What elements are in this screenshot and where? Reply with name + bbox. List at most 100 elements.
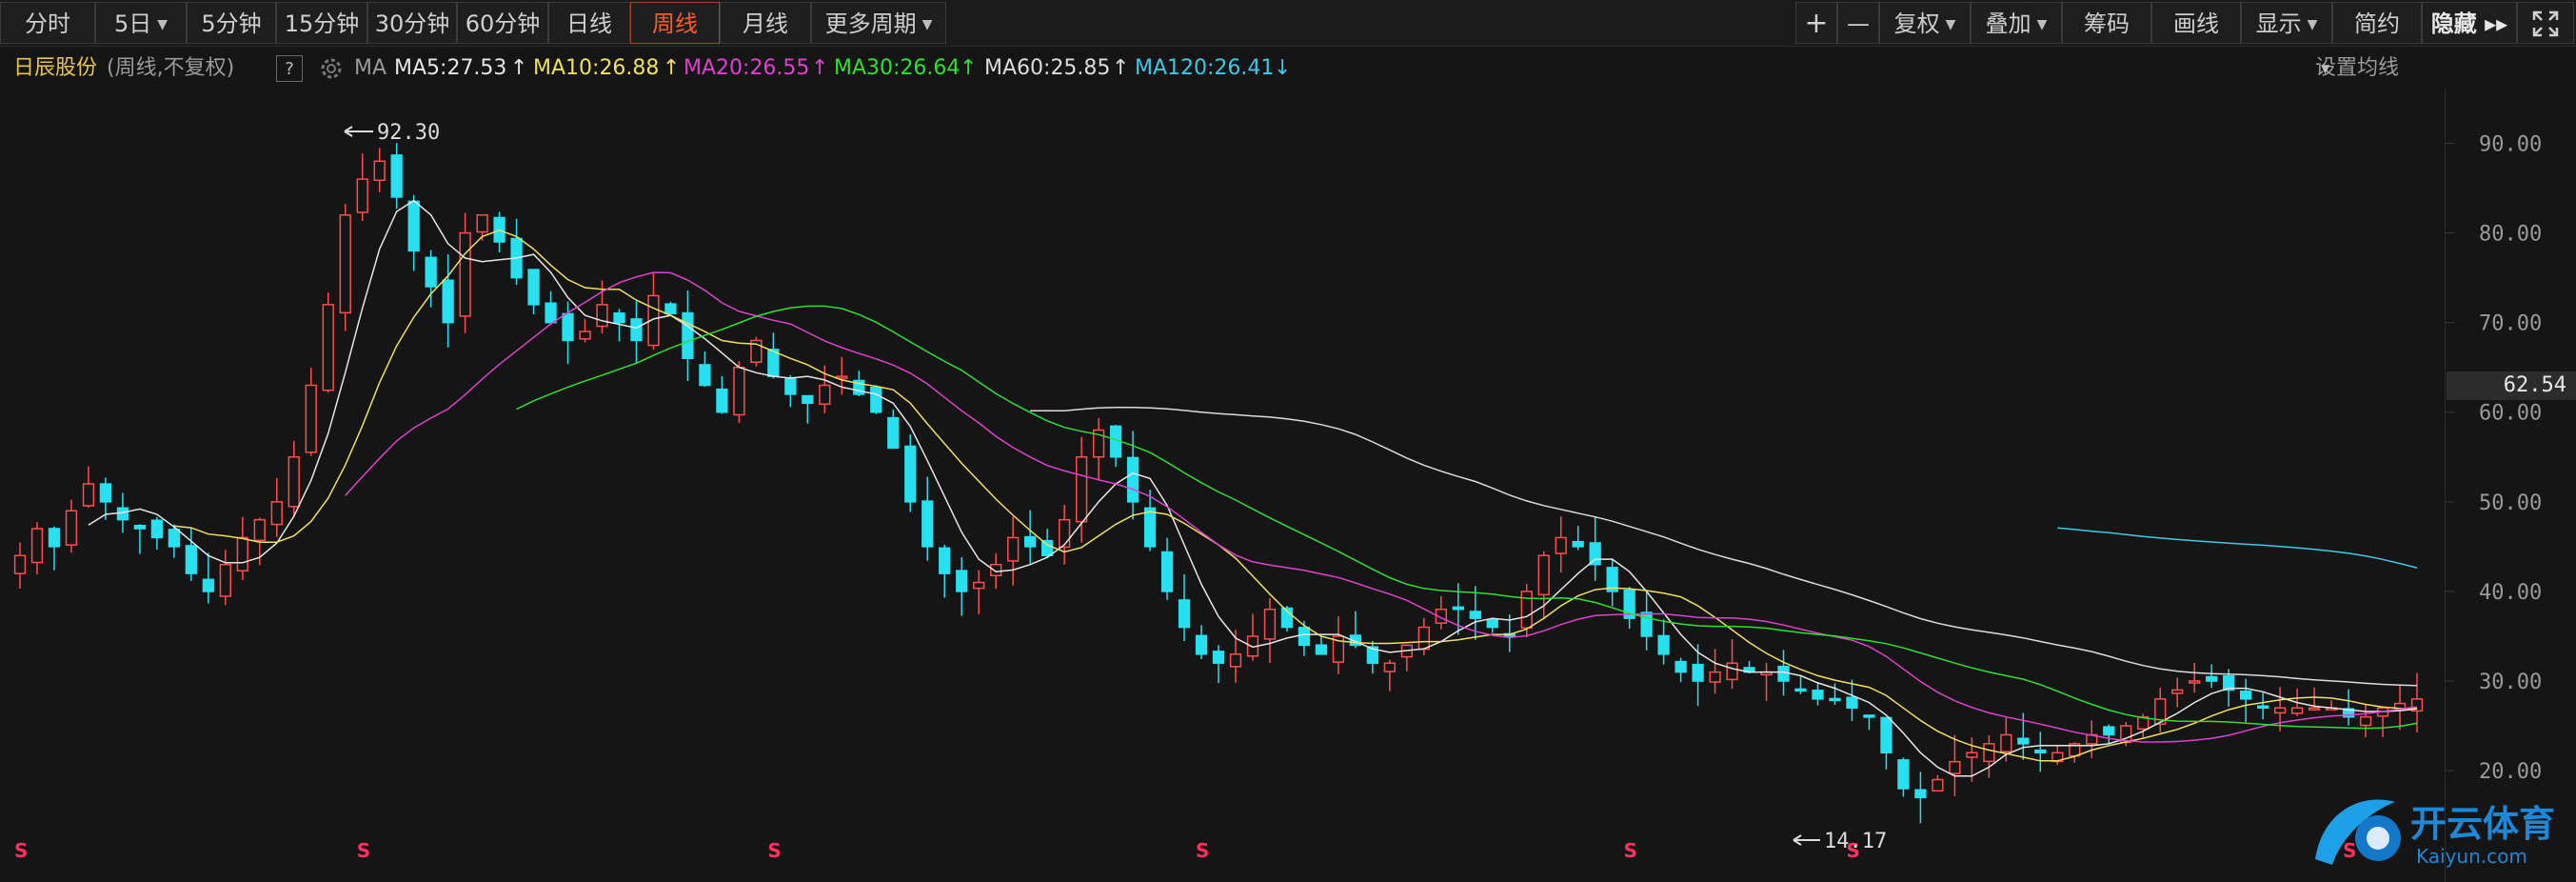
candle-body <box>1537 554 1550 596</box>
ma-label: MA <box>354 56 387 80</box>
candle-body <box>2206 675 2218 682</box>
kaiyun-logo-icon: 开云体育 Kaiyun.com <box>2315 799 2555 868</box>
arrow-up-icon: ↑ <box>663 56 681 80</box>
tab-daily[interactable]: 日线 <box>548 2 630 44</box>
candle-body <box>339 213 351 314</box>
tab-60min[interactable]: 60分钟 <box>457 2 548 44</box>
candle-body <box>236 536 248 571</box>
ma10-value: MA10:26.88 <box>533 56 660 80</box>
candle-body <box>13 554 27 574</box>
ma5-line <box>88 199 2418 777</box>
candle-body <box>1417 626 1430 651</box>
candle-body <box>1692 663 1704 682</box>
fuquan-dropdown[interactable]: 复权 ▼ <box>1879 2 1971 44</box>
gear-icon[interactable] <box>318 55 345 82</box>
help-button[interactable]: ? <box>276 55 303 82</box>
candle-body <box>1572 540 1584 548</box>
event-marker: S <box>1196 839 1209 862</box>
tab-monthly[interactable]: 月线 <box>720 2 811 44</box>
chips-button[interactable]: 筹码 <box>2062 2 2151 44</box>
fuquan-label: 复权 <box>1893 10 1940 37</box>
candle-body <box>1058 518 1071 549</box>
simple-mode-button[interactable]: 简约 <box>2332 2 2422 44</box>
ma120-line <box>2057 527 2418 569</box>
arrow-down-icon: ↓ <box>1274 56 1292 80</box>
candle-body <box>562 312 574 342</box>
ma-lines <box>88 199 2418 777</box>
candle-body <box>596 304 608 328</box>
draw-line-button[interactable]: 画线 <box>2151 2 2241 44</box>
candle-body <box>1726 662 1738 681</box>
event-marker: S <box>357 839 370 862</box>
ma-info-bar: 日辰股份 (周线,不复权) ? MA MA5:27.53 ↑ MA10:26.8… <box>0 48 2447 90</box>
candle-body <box>356 178 368 213</box>
arrow-up-icon: ↑ <box>510 56 528 80</box>
candle-body <box>819 384 831 405</box>
candle-body <box>219 563 231 597</box>
candle-body <box>442 279 454 324</box>
candle-body <box>1366 646 1379 664</box>
candle-body <box>1949 760 1961 774</box>
candle-body <box>1452 606 1464 611</box>
tab-5day-label: 5日 <box>113 10 152 37</box>
candle-body <box>2171 689 2184 694</box>
candle-body <box>939 547 951 574</box>
candle-body <box>1606 567 1618 592</box>
tab-weekly[interactable]: 周线 <box>630 2 720 44</box>
candle-body <box>750 339 763 363</box>
candle-body <box>2290 707 2304 714</box>
candle-body <box>1777 665 1790 682</box>
ma60-line <box>1030 406 2418 687</box>
candle-body <box>2103 726 2115 736</box>
candle-body <box>2154 698 2167 725</box>
candle-body <box>1897 759 1910 790</box>
price-axis: 90.00 80.00 70.00 60.00 50.00 40.00 30.00 20.00 <box>2445 132 2542 784</box>
candle-body <box>1520 591 1533 629</box>
candle-body <box>1486 619 1498 629</box>
candle-body <box>1589 542 1601 566</box>
more-periods-dropdown[interactable]: 更多周期 ▼ <box>811 2 946 44</box>
ma30-line <box>516 305 2418 730</box>
candle-body <box>853 379 865 395</box>
overlay-dropdown[interactable]: 叠加 ▼ <box>1971 2 2062 44</box>
candle-body <box>1178 599 1191 629</box>
candle-body <box>287 456 300 508</box>
candle-body <box>699 364 711 387</box>
candle-body <box>1007 536 1020 562</box>
zoom-in-button[interactable]: + <box>1795 2 1837 44</box>
y-tick-label: 60.00 <box>2479 402 2542 426</box>
fullscreen-icon <box>2532 10 2559 37</box>
tab-15min[interactable]: 15分钟 <box>276 2 367 44</box>
candle-body <box>2342 708 2355 718</box>
candle-body <box>150 519 164 539</box>
y-tick-label: 20.00 <box>2479 760 2542 784</box>
candle-body <box>1709 671 1721 683</box>
chevron-down-icon: ▼ <box>1945 17 1956 32</box>
candle-body <box>1932 778 1944 792</box>
candle-body <box>2223 674 2235 692</box>
candle-body <box>1469 611 1481 619</box>
candle-body <box>1555 536 1567 554</box>
tab-fenshi[interactable]: 分时 <box>0 2 95 44</box>
zoom-out-button[interactable]: — <box>1837 2 1879 44</box>
tab-5day[interactable]: 5日 ▼ <box>95 2 187 44</box>
candle-body <box>1143 507 1157 548</box>
more-periods-label: 更多周期 <box>824 10 917 37</box>
kline-chart[interactable]: 90.00 80.00 70.00 60.00 50.00 40.00 30.00 20.00… <box>0 90 2576 882</box>
fullscreen-button[interactable] <box>2517 2 2574 44</box>
tab-5min[interactable]: 5分钟 <box>187 2 276 44</box>
candle-body <box>836 375 848 379</box>
hide-panel-button[interactable]: 隐藏 ▸▸ <box>2422 2 2517 44</box>
ma30-value: MA30:26.64 <box>834 56 961 80</box>
candle-body <box>1880 716 1892 754</box>
candle-body <box>647 294 660 347</box>
overlay-label: 叠加 <box>1985 10 2031 37</box>
ma60-value: MA60:25.85 <box>984 56 1111 80</box>
candle-body <box>425 256 437 288</box>
candle-body <box>99 483 112 503</box>
candle-body <box>613 312 625 324</box>
display-dropdown[interactable]: 显示 ▼ <box>2241 2 2332 44</box>
y-tick-label: 30.00 <box>2479 671 2542 694</box>
tab-30min[interactable]: 30分钟 <box>367 2 457 44</box>
candle-body <box>1332 635 1345 663</box>
